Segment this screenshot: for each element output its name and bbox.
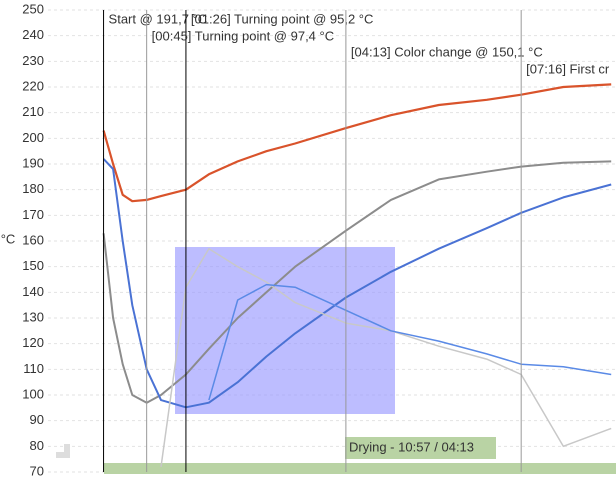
y-tick-label: 180 (22, 181, 44, 196)
y-tick-label: 220 (22, 78, 44, 93)
series-line (208, 283, 612, 401)
event-label: [04:13] Color change @ 150,1 °C (351, 44, 543, 59)
y-tick-label: 190 (22, 155, 44, 170)
event-label: [01:26] Turning point @ 95,2 °C (191, 11, 373, 26)
y-tick-label: 80 (30, 438, 44, 453)
y-tick-label: 200 (22, 130, 44, 145)
y-tick-label: 170 (22, 207, 44, 222)
phase-bar (104, 463, 616, 474)
event-label: [00:45] Turning point @ 97,4 °C (152, 28, 334, 43)
y-tick-label: 150 (22, 258, 44, 273)
selection-box (175, 247, 395, 414)
series-line (102, 158, 612, 409)
phase-label: Drying - 10:57 / 04:13 (349, 439, 474, 454)
y-tick-label: 70 (30, 463, 44, 478)
event-label: [07:16] First cr (526, 61, 610, 76)
logo (56, 444, 70, 458)
y-tick-label: 100 (22, 386, 44, 401)
series-line (102, 160, 612, 404)
y-tick-label: 230 (22, 53, 44, 68)
y-tick-label: 130 (22, 309, 44, 324)
y-tick-label: 210 (22, 104, 44, 119)
y-tick-label: 160 (22, 232, 44, 247)
y-tick-label: 250 (22, 1, 44, 16)
y-tick-label: 240 (22, 27, 44, 42)
y-tick-label: 120 (22, 335, 44, 350)
y-tick-label: 90 (30, 412, 44, 427)
y-tick-label: 140 (22, 284, 44, 299)
y-tick-label: 110 (23, 361, 44, 376)
y-axis-label: °C (1, 231, 16, 246)
phase-label-box (345, 437, 496, 459)
event-label: Start @ 191,7 °C (109, 11, 208, 26)
series-line (102, 83, 612, 203)
